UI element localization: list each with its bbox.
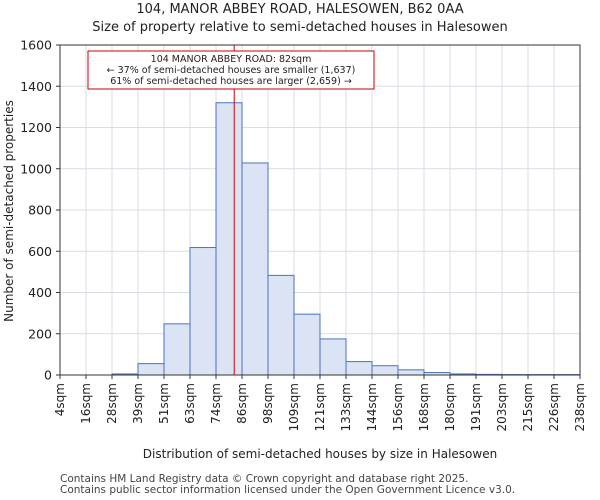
y-tick-label: 1000 [20, 161, 52, 176]
bar [293, 313, 321, 376]
y-tick-label: 600 [28, 244, 52, 259]
x-tick-label: 86sqm [235, 383, 249, 424]
x-tick-label: 98sqm [261, 383, 275, 424]
footer-copyright: Contains HM Land Registry data © Crown c… [60, 473, 469, 485]
y-tick-label: 400 [28, 285, 52, 300]
x-axis-ticks: 4sqm 16sqm 28sqm 39sqm 51sqm 63sqm 74sqm 86sqm 9… [53, 375, 587, 431]
annotation-frame [87, 50, 375, 90]
y-tick-label: 1600 [20, 38, 52, 53]
x-tick-label: 16sqm [79, 383, 93, 424]
annotation-box: 104 MANOR ABBEY ROAD: 82sqm← 37% of semi… [87, 50, 375, 90]
y-axis-ticks: 0 200 400 600 800 1000 1200 1400 1600 [20, 38, 60, 383]
bar [397, 369, 425, 376]
x-tick-label: 121sqm [313, 383, 327, 431]
bar [215, 102, 243, 376]
x-tick-label: 133sqm [339, 383, 353, 431]
bar [267, 274, 295, 376]
bar [371, 365, 399, 376]
annotation-line: ← 37% of semi-detached houses are smalle… [107, 65, 356, 76]
x-tick-label: 63sqm [183, 383, 197, 424]
x-tick-label: 180sqm [443, 383, 457, 431]
x-tick-label: 191sqm [469, 383, 483, 431]
bar [241, 162, 269, 376]
x-tick-label: 28sqm [105, 383, 119, 424]
x-tick-label: 109sqm [287, 383, 301, 431]
bar [345, 361, 373, 376]
x-tick-label: 203sqm [495, 383, 509, 431]
bar [319, 338, 347, 376]
y-tick-label: 1200 [20, 120, 52, 135]
y-tick-label: 0 [44, 368, 52, 383]
y-axis-label: Number of semi-detached properties [2, 100, 16, 322]
x-axis-label: Distribution of semi-detached houses by … [143, 447, 497, 461]
x-tick-label: 39sqm [131, 383, 145, 424]
y-tick-label: 1400 [20, 79, 52, 94]
x-tick-label: 144sqm [365, 383, 379, 431]
bars [111, 102, 581, 376]
x-tick-label: 226sqm [547, 383, 561, 431]
x-tick-label: 156sqm [391, 383, 405, 431]
x-tick-label: 4sqm [53, 383, 67, 416]
chart-title: 104, MANOR ABBEY ROAD, HALESOWEN, B62 0A… [136, 2, 464, 17]
bar [189, 247, 217, 376]
x-tick-label: 168sqm [417, 383, 431, 431]
annotation-line: 61% of semi-detached houses are larger (… [110, 76, 352, 87]
bar [163, 323, 191, 376]
x-tick-label: 215sqm [521, 383, 535, 431]
annotation-line: 104 MANOR ABBEY ROAD: 82sqm [151, 54, 312, 65]
footer-licence: Contains public sector information licen… [60, 484, 516, 496]
y-tick-label: 200 [28, 326, 52, 341]
chart-subtitle: Size of property relative to semi-detach… [92, 20, 508, 35]
x-tick-label: 238sqm [573, 383, 587, 431]
x-tick-label: 51sqm [157, 383, 171, 424]
y-tick-label: 800 [28, 203, 52, 218]
plot-frame [59, 44, 581, 376]
bar [137, 363, 165, 376]
x-tick-label: 74sqm [209, 383, 223, 424]
